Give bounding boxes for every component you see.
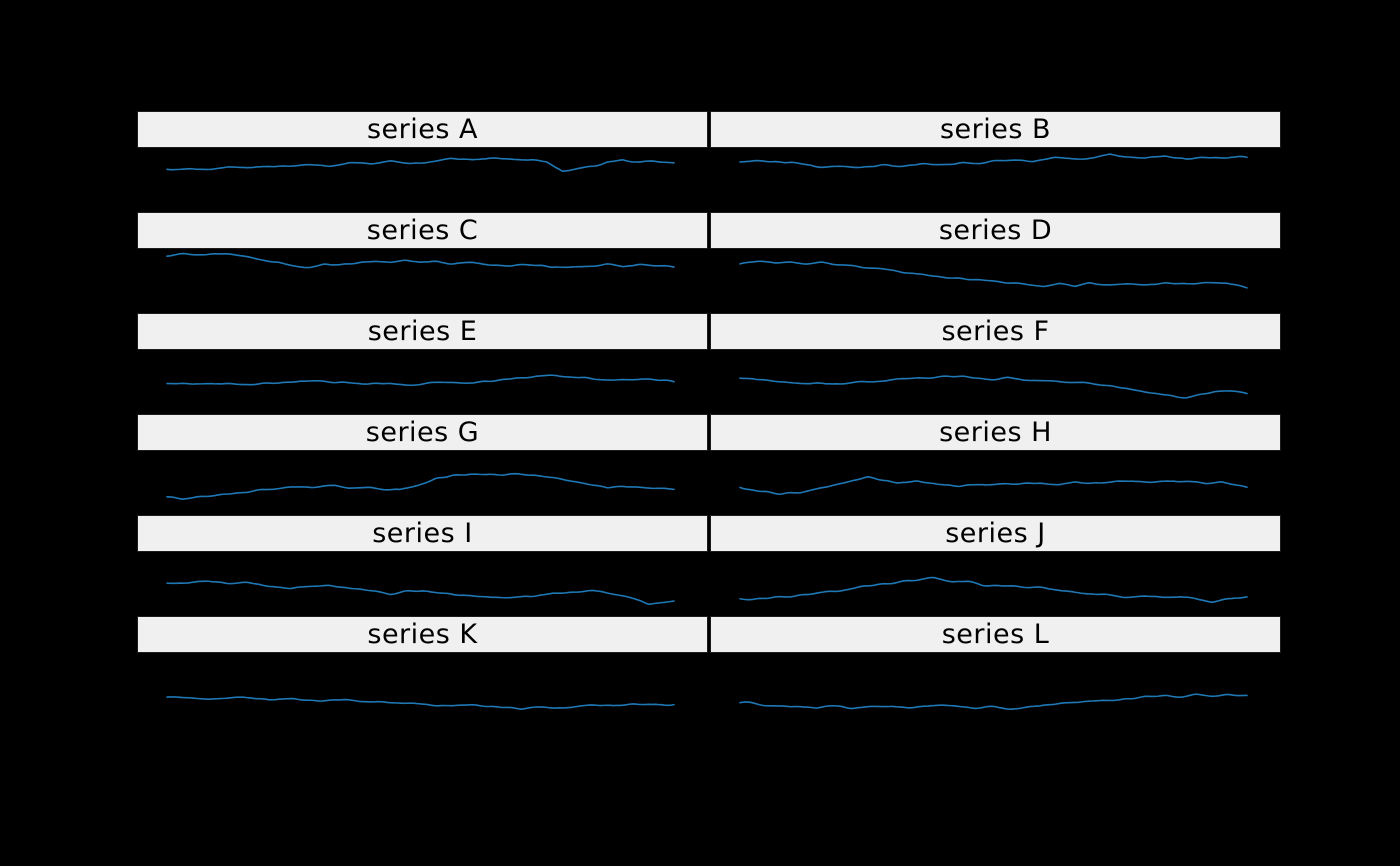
line-chart-svg bbox=[739, 475, 1248, 495]
facet-strip-label: series A bbox=[366, 114, 478, 145]
line-chart-svg bbox=[739, 693, 1248, 711]
facet-strip-label: series L bbox=[941, 619, 1050, 650]
facet-strip-label: series B bbox=[939, 114, 1052, 145]
facet-series-d: series D bbox=[710, 212, 1281, 313]
facet-series-j: series J bbox=[710, 515, 1281, 616]
facet-strip-label: series H bbox=[939, 417, 1052, 448]
facet-strip-label: series G bbox=[365, 417, 480, 448]
facet-series-l: series L bbox=[710, 616, 1281, 717]
facet-series-g: series G bbox=[137, 414, 708, 515]
facet-series-b: series B bbox=[710, 111, 1281, 212]
line-chart-svg bbox=[739, 576, 1248, 604]
facet-series-i: series I bbox=[137, 515, 708, 616]
facet-strip-label: series K bbox=[367, 619, 478, 650]
facet-strip-label: series E bbox=[367, 316, 478, 347]
facet-strip: series L bbox=[710, 616, 1281, 653]
line-chart-svg bbox=[166, 157, 675, 172]
facet-strip: series G bbox=[137, 414, 708, 451]
data-line bbox=[166, 157, 675, 172]
data-line bbox=[166, 472, 675, 500]
facet-strip: series C bbox=[137, 212, 708, 249]
facet-series-e: series E bbox=[137, 313, 708, 414]
facet-strip: series E bbox=[137, 313, 708, 350]
facet-plot-area bbox=[710, 653, 1281, 717]
facet-strip-label: series D bbox=[938, 215, 1053, 246]
facet-strip: series I bbox=[137, 515, 708, 552]
line-chart-svg bbox=[739, 153, 1248, 169]
facet-strip-label: series F bbox=[941, 316, 1050, 347]
data-line bbox=[166, 580, 675, 606]
facet-series-k: series K bbox=[137, 616, 708, 717]
facet-plot-area bbox=[137, 249, 708, 313]
data-line bbox=[166, 696, 675, 710]
facet-strip: series J bbox=[710, 515, 1281, 552]
data-line bbox=[739, 375, 1248, 399]
facet-strip: series H bbox=[710, 414, 1281, 451]
facet-series-f: series F bbox=[710, 313, 1281, 414]
data-line bbox=[739, 475, 1248, 495]
facet-plot-area bbox=[137, 552, 708, 616]
facet-plot-area bbox=[710, 148, 1281, 212]
facet-strip: series B bbox=[710, 111, 1281, 148]
facet-plot-area bbox=[137, 653, 708, 717]
facet-plot-area bbox=[137, 148, 708, 212]
data-line bbox=[166, 374, 675, 387]
data-line bbox=[739, 576, 1248, 604]
facet-plot-area bbox=[710, 249, 1281, 313]
line-chart-svg bbox=[739, 375, 1248, 399]
facet-strip-label: series I bbox=[372, 518, 473, 549]
data-line bbox=[739, 693, 1248, 711]
line-chart-svg bbox=[166, 580, 675, 606]
line-chart-svg bbox=[166, 472, 675, 500]
facet-strip-label: series C bbox=[366, 215, 479, 246]
line-chart-svg bbox=[166, 696, 675, 710]
facet-plot-area bbox=[710, 350, 1281, 414]
facet-plot-area bbox=[137, 350, 708, 414]
data-line bbox=[739, 153, 1248, 169]
line-chart-svg bbox=[166, 374, 675, 387]
facet-series-c: series C bbox=[137, 212, 708, 313]
line-chart-svg bbox=[166, 252, 675, 269]
facet-plot-area bbox=[710, 451, 1281, 515]
facet-strip: series F bbox=[710, 313, 1281, 350]
facet-strip-label: series J bbox=[945, 518, 1046, 549]
facet-strip: series A bbox=[137, 111, 708, 148]
facet-plot-area bbox=[710, 552, 1281, 616]
data-line bbox=[739, 260, 1248, 289]
facet-series-a: series A bbox=[137, 111, 708, 212]
facet-strip: series D bbox=[710, 212, 1281, 249]
facet-strip: series K bbox=[137, 616, 708, 653]
data-line bbox=[166, 252, 675, 269]
facet-plot-area bbox=[137, 451, 708, 515]
facet-series-h: series H bbox=[710, 414, 1281, 515]
line-chart-svg bbox=[739, 260, 1248, 289]
